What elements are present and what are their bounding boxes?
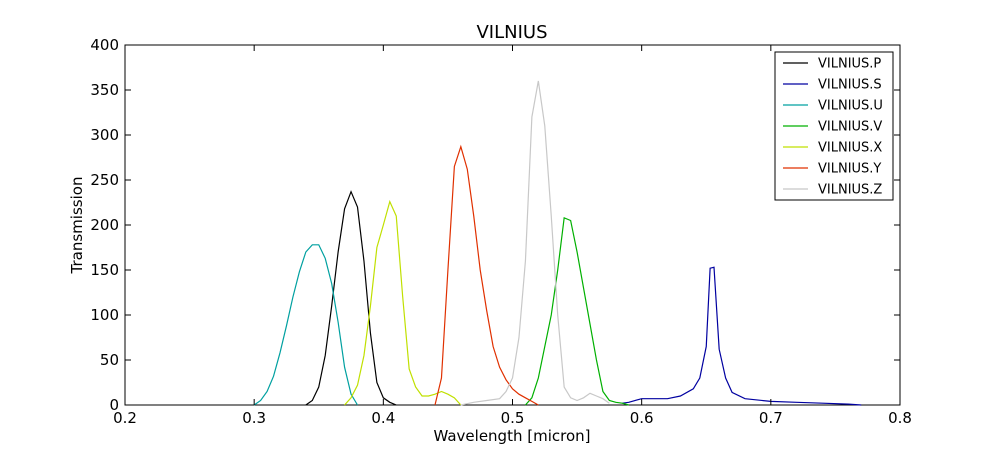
y-tick-label: 400 xyxy=(90,36,119,54)
legend-label: VILNIUS.Z xyxy=(818,183,882,198)
legend-label: VILNIUS.P xyxy=(818,57,881,72)
series-line-vilnius-v xyxy=(524,216,629,406)
y-tick-label: 100 xyxy=(90,306,119,324)
x-tick-label: 0.4 xyxy=(371,409,395,427)
legend-label: VILNIUS.S xyxy=(818,78,882,93)
x-axis-label: Wavelength [micron] xyxy=(433,427,590,445)
legend: VILNIUS.P VILNIUS.S VILNIUS.U VILNIUS.V VILN… xyxy=(774,51,894,201)
legend-label: VILNIUS.V xyxy=(818,120,882,135)
series-line-vilnius-s xyxy=(622,266,862,406)
series-line-vilnius-y xyxy=(434,144,539,406)
y-tick-label: 0 xyxy=(109,396,119,414)
y-tick-label: 300 xyxy=(90,126,119,144)
x-tick-label: 0.2 xyxy=(113,409,137,427)
x-tick-label: 0.8 xyxy=(888,409,912,427)
series-line-vilnius-u xyxy=(253,244,359,406)
x-tick-label: 0.6 xyxy=(630,409,654,427)
x-tick-label: 0.3 xyxy=(242,409,266,427)
legend-label: VILNIUS.Y xyxy=(818,162,881,177)
y-tick-label: 200 xyxy=(90,216,119,234)
series-layer xyxy=(253,80,862,406)
legend-label: VILNIUS.X xyxy=(818,141,882,156)
ticks-layer: 0.2 0.3 0.4 0.5 0.6 0.7 0.8 0 50 100 150 200 250 300 3… xyxy=(90,36,912,427)
x-tick-label: 0.7 xyxy=(759,409,783,427)
y-tick-label: 150 xyxy=(90,261,119,279)
plot-area xyxy=(124,44,901,406)
series-line-vilnius-x xyxy=(344,199,462,406)
legend-label: VILNIUS.U xyxy=(818,99,883,114)
x-tick-label: 0.5 xyxy=(501,409,525,427)
series-line-vilnius-p xyxy=(305,190,397,406)
y-axis-label: Transmission xyxy=(68,177,86,275)
y-tick-label: 250 xyxy=(90,171,119,189)
series-line-vilnius-z xyxy=(460,80,610,406)
y-tick-label: 50 xyxy=(100,351,119,369)
chart-title: VILNIUS xyxy=(476,22,547,43)
y-tick-label: 350 xyxy=(90,81,119,99)
